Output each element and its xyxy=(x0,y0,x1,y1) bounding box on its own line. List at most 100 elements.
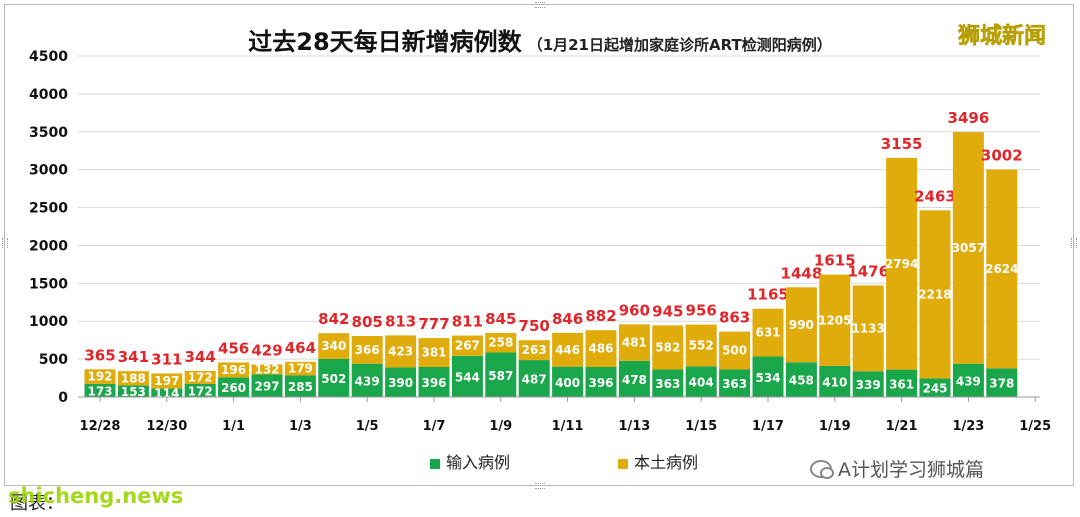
source-caption: 图表： xyxy=(10,493,64,514)
bar-imported xyxy=(719,369,751,397)
x-tick-label: 1/3 xyxy=(289,419,312,434)
bar-imported xyxy=(251,374,283,397)
data-label-total: 344 xyxy=(185,348,216,366)
bar-imported xyxy=(685,366,717,397)
resize-handle-left[interactable] xyxy=(2,238,8,248)
bar-imported xyxy=(852,371,884,397)
bar-imported xyxy=(819,365,851,397)
x-tick-label: 1/17 xyxy=(752,419,784,434)
resize-handle-right[interactable] xyxy=(1071,238,1077,248)
x-tick-label: 1/21 xyxy=(886,419,918,434)
bar-local xyxy=(518,340,550,361)
data-label-total: 311 xyxy=(151,350,182,368)
bar-imported xyxy=(284,375,316,397)
data-label-imported: 396 xyxy=(588,376,613,390)
x-axis: 12/28 12/30 1/1 1/3 1/5 1/7 1/9 1/11 1/13 1/15 1/1… xyxy=(78,396,1051,434)
data-label-total: 1165 xyxy=(747,286,789,304)
data-label-local: 197 xyxy=(154,374,179,388)
data-label-total: 945 xyxy=(652,302,683,320)
bar-imported xyxy=(485,352,517,397)
x-tick-label: 1/25 xyxy=(1019,419,1051,434)
data-label-total: 845 xyxy=(485,310,516,328)
data-label-total: 960 xyxy=(619,301,650,319)
data-label-local: 446 xyxy=(555,343,580,357)
bars: 1731923651531883411141973111721723442601… xyxy=(84,109,1022,401)
watermark: shicheng.news xyxy=(8,484,184,508)
data-label-total: 464 xyxy=(285,339,316,357)
data-label-total: 777 xyxy=(418,315,449,333)
data-label-total: 811 xyxy=(452,313,483,331)
data-label-imported: 587 xyxy=(488,369,513,383)
bar-local xyxy=(485,332,517,353)
bar-imported xyxy=(351,363,383,397)
resize-handle-top[interactable] xyxy=(535,2,545,8)
data-label-local: 2218 xyxy=(918,287,951,301)
bar-local xyxy=(218,362,250,378)
legend-label-local: 本土病例 xyxy=(634,453,699,472)
data-label-imported: 478 xyxy=(622,373,647,387)
data-label-imported: 502 xyxy=(321,372,346,386)
bar-local xyxy=(719,331,751,370)
bar-local xyxy=(385,335,417,368)
y-tick-label: 3500 xyxy=(29,125,68,141)
bar-local xyxy=(117,371,149,386)
data-label-total: 1476 xyxy=(847,262,889,280)
data-label-local: 366 xyxy=(355,343,380,357)
bar-local xyxy=(886,157,918,370)
bar-local xyxy=(585,330,617,367)
data-label-local: 500 xyxy=(722,344,747,358)
data-label-total: 1448 xyxy=(781,264,823,282)
x-tick-label: 12/30 xyxy=(146,419,187,434)
data-label-imported: 544 xyxy=(455,370,480,384)
x-tick-label: 1/23 xyxy=(952,419,984,434)
data-label-local: 481 xyxy=(622,336,647,350)
data-label-local: 188 xyxy=(121,371,146,385)
resize-handle-bottom[interactable] xyxy=(535,483,545,489)
x-tick-label: 1/1 xyxy=(222,419,245,434)
data-label-total: 3496 xyxy=(948,109,990,127)
data-label-total: 2463 xyxy=(914,187,956,205)
y-tick-label: 0 xyxy=(58,390,68,406)
data-label-imported: 410 xyxy=(822,375,847,389)
bar-imported xyxy=(84,383,116,397)
data-label-local: 1205 xyxy=(818,313,851,327)
data-label-total: 813 xyxy=(385,312,416,330)
bar-imported xyxy=(986,368,1018,397)
bar-imported xyxy=(886,369,918,397)
data-label-imported: 285 xyxy=(288,380,313,394)
data-label-local: 423 xyxy=(388,344,413,358)
data-label-imported: 363 xyxy=(655,377,680,391)
data-label-total: 3155 xyxy=(881,135,923,153)
bar-local xyxy=(552,332,584,367)
bar-local xyxy=(652,325,684,370)
legend-swatch-imported xyxy=(430,458,440,469)
y-tick-label: 1000 xyxy=(29,314,68,330)
data-label-imported: 297 xyxy=(254,380,279,394)
bar-imported xyxy=(318,358,350,397)
data-label-total: 846 xyxy=(552,310,583,328)
data-label-local: 263 xyxy=(522,343,547,357)
data-label-imported: 361 xyxy=(889,377,914,391)
data-label-imported: 439 xyxy=(956,374,981,388)
data-label-total: 456 xyxy=(218,339,249,357)
data-label-local: 179 xyxy=(288,362,313,376)
data-label-total: 3002 xyxy=(981,147,1023,165)
chart-title: 过去28天每日新增病例数 xyxy=(248,28,522,56)
data-label-local: 267 xyxy=(455,339,480,353)
bar-imported xyxy=(952,363,984,397)
data-label-local: 196 xyxy=(221,363,246,377)
bar-imported xyxy=(618,360,650,397)
y-tick-label: 2500 xyxy=(29,201,68,217)
data-label-imported: 153 xyxy=(121,385,146,399)
y-tick-label: 4500 xyxy=(29,49,68,65)
bar-local xyxy=(618,324,650,361)
data-label-imported: 378 xyxy=(989,377,1014,391)
data-label-imported: 363 xyxy=(722,377,747,391)
bar-imported xyxy=(518,360,550,397)
x-tick-label: 1/15 xyxy=(685,419,717,434)
data-label-local: 1133 xyxy=(851,321,884,335)
bar-imported xyxy=(752,356,784,397)
bar-imported xyxy=(652,369,684,397)
data-label-local: 3057 xyxy=(952,241,985,255)
x-tick-label: 1/13 xyxy=(618,419,650,434)
